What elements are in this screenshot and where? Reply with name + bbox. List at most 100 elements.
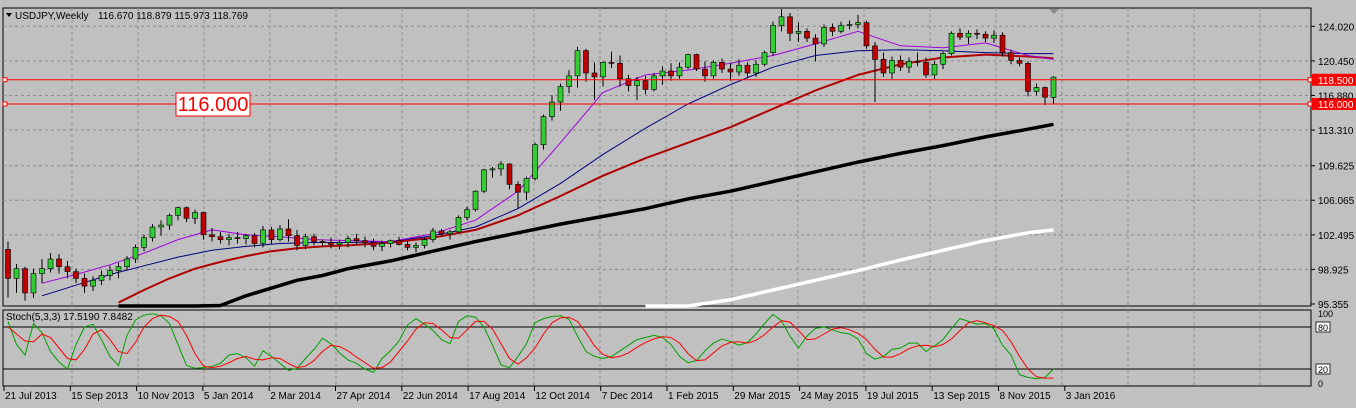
candle xyxy=(107,265,113,281)
price-axis-tick: 98.925 xyxy=(1318,265,1349,276)
ma-line-ema-red xyxy=(118,53,1054,304)
candle xyxy=(455,215,462,233)
candle xyxy=(940,51,946,70)
stoch-axis-tick: 80 xyxy=(1318,323,1328,333)
candle xyxy=(617,55,623,87)
candle xyxy=(396,236,402,246)
candle xyxy=(778,9,785,32)
candle xyxy=(770,21,776,56)
candle xyxy=(124,256,130,271)
candle xyxy=(863,20,870,49)
candle xyxy=(812,34,819,62)
candle xyxy=(931,61,938,79)
candle xyxy=(736,59,742,76)
candle xyxy=(982,31,989,42)
level-price-tag-text: 118.500 xyxy=(1318,76,1354,87)
candle xyxy=(608,51,615,69)
dropdown-triangle-icon[interactable] xyxy=(6,13,12,17)
candle xyxy=(744,62,751,78)
level-label-box[interactable] xyxy=(175,92,251,117)
candle xyxy=(251,232,258,248)
stoch-grid xyxy=(3,310,1311,386)
candle xyxy=(175,206,181,221)
stoch-axis-tick: 20 xyxy=(1318,365,1328,375)
candle xyxy=(1033,83,1040,96)
price-axis-tick: 113.310 xyxy=(1318,126,1354,137)
candle xyxy=(591,62,598,101)
stoch-axis: 100 80 20 0 xyxy=(1315,309,1333,389)
time-axis-label: 10 Nov 2013 xyxy=(138,391,195,402)
candle xyxy=(115,262,122,279)
candle xyxy=(991,30,997,43)
ma-line-sma-very-slow xyxy=(645,228,1054,308)
candle xyxy=(625,74,632,92)
ma-line-sma-slow xyxy=(118,122,1054,308)
candle xyxy=(481,168,487,194)
stoch-panel[interactable] xyxy=(2,309,1312,387)
candle xyxy=(438,228,445,237)
candle xyxy=(489,166,496,178)
price-grid xyxy=(3,8,1311,306)
candle xyxy=(311,233,317,246)
candle xyxy=(149,224,156,242)
candle xyxy=(379,240,385,252)
candle xyxy=(1050,76,1057,105)
candle xyxy=(753,60,759,77)
candle xyxy=(294,229,300,251)
candle xyxy=(464,206,470,221)
time-axis-label: 15 Sep 2013 xyxy=(71,391,128,402)
candle xyxy=(795,22,802,42)
candle xyxy=(132,244,139,263)
candle xyxy=(829,23,836,37)
candle xyxy=(166,213,173,230)
candle xyxy=(98,270,105,286)
symbol-timeframe: USDJPY,Weekly xyxy=(15,11,89,22)
price-level-lines[interactable]: 118.500 116.000 xyxy=(2,73,1356,111)
candle xyxy=(549,95,555,121)
ohlc-values: 116.670 118.879 115.973 118.769 xyxy=(98,11,248,22)
candle xyxy=(727,63,734,81)
candle xyxy=(56,254,62,274)
time-axis-label: 22 Jun 2014 xyxy=(403,391,458,402)
candle xyxy=(540,114,547,150)
candle xyxy=(923,57,929,78)
time-axis-label: 5 Jan 2014 xyxy=(204,391,254,402)
candle xyxy=(39,258,45,284)
candle xyxy=(336,239,343,250)
candle xyxy=(948,31,955,56)
candle xyxy=(506,163,513,190)
stoch-signal-line xyxy=(7,314,1054,379)
candle xyxy=(277,225,283,242)
candle xyxy=(302,233,309,250)
candle xyxy=(566,70,572,94)
candle xyxy=(141,234,147,252)
price-axis-tick: 124.020 xyxy=(1318,22,1355,33)
price-panel[interactable] xyxy=(2,7,1312,307)
candle xyxy=(81,273,88,293)
candle xyxy=(353,233,360,245)
time-axis-label: 1 Feb 2015 xyxy=(668,391,719,402)
candle xyxy=(1025,61,1031,97)
shift-marker-icon[interactable] xyxy=(1049,9,1059,14)
time-axis-label: 13 Sep 2015 xyxy=(933,391,990,402)
time-axis-label: 3 Jan 2016 xyxy=(1066,391,1116,402)
candle xyxy=(906,57,912,73)
candle xyxy=(158,220,164,236)
candle xyxy=(761,50,768,67)
stoch-indicator-label: Stoch(5,3,3) 17.5190 7.8482 xyxy=(6,312,133,323)
time-axis-label: 24 May 2015 xyxy=(801,391,859,402)
time-axis-label: 29 Mar 2015 xyxy=(734,391,791,402)
candle xyxy=(634,76,640,101)
candle xyxy=(846,20,853,30)
candle xyxy=(498,161,504,176)
time-axis: 21 Jul 2013 15 Sep 2013 10 Nov 2013 5 Jan 2… xyxy=(3,386,1116,402)
candle xyxy=(651,72,657,92)
price-axis-tick: 95.355 xyxy=(1318,300,1349,311)
candle xyxy=(1042,86,1048,105)
candle xyxy=(855,14,861,29)
candle xyxy=(234,231,241,244)
level-label-text: 116.000 xyxy=(178,94,249,116)
candle xyxy=(523,176,530,200)
candle xyxy=(192,209,198,225)
